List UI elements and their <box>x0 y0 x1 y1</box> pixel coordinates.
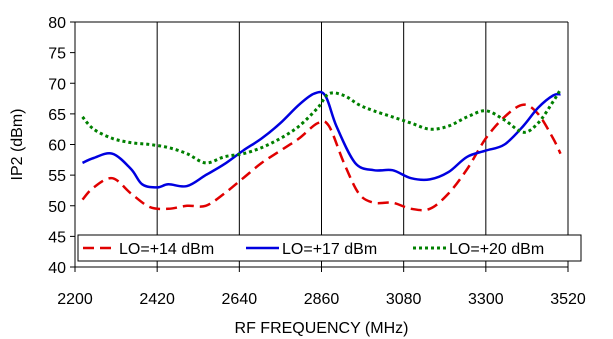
y-tick-label: 70 <box>48 76 66 93</box>
y-tick-label: 50 <box>48 199 66 216</box>
y-tick-label: 80 <box>48 15 66 32</box>
y-tick-label: 75 <box>48 46 66 63</box>
y-axis-title: IP2 (dBm) <box>9 108 26 180</box>
x-tick-label: 3080 <box>386 291 422 308</box>
legend: LO=+14 dBm LO=+17 dBm LO=+20 dBm <box>77 234 582 262</box>
legend-label: LO=+17 dBm <box>282 241 377 258</box>
legend-box <box>77 234 582 262</box>
legend-label: LO=+20 dBm <box>449 241 544 258</box>
y-tick-label: 65 <box>48 107 66 124</box>
axes-layer <box>70 21 569 272</box>
series-layer <box>81 88 562 212</box>
y-tick-label: 40 <box>48 260 66 277</box>
legend-label: LO=+14 dBm <box>119 241 214 258</box>
y-tick-label: 45 <box>48 229 66 246</box>
grid-layer <box>156 22 569 267</box>
x-tick-label: 3520 <box>550 291 586 308</box>
x-axis-title: RF FREQUENCY (MHz) <box>235 320 409 337</box>
x-tick-label: 2860 <box>304 291 340 308</box>
y-tick-label: 60 <box>48 138 66 155</box>
y-tick-label: 55 <box>48 168 66 185</box>
x-tick-label: 2200 <box>57 291 93 308</box>
series-line-1 <box>81 103 562 212</box>
x-tick-label: 2420 <box>139 291 175 308</box>
x-tick-label: 2640 <box>222 291 258 308</box>
x-tick-label: 3300 <box>468 291 504 308</box>
tick-label-layer: 40 45 50 55 60 65 70 75 80 2200 2420 2640 2860 3080 33… <box>48 15 586 308</box>
series-line-2 <box>81 90 561 189</box>
